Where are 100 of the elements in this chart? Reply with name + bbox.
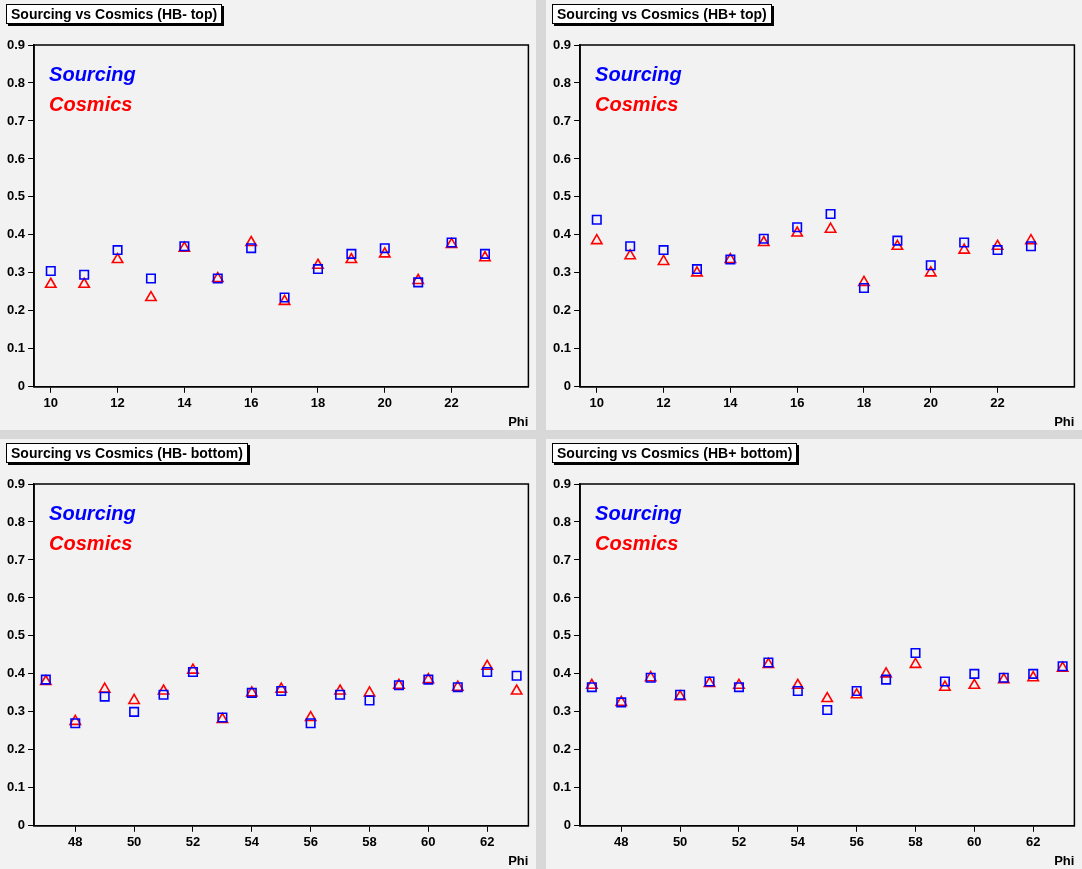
x-tick-label: 14 — [723, 395, 739, 411]
x-tick-label: 48 — [614, 834, 629, 850]
point — [968, 678, 981, 690]
x-axis-title: Phi — [508, 413, 529, 429]
y-tick-label: 0.9 — [6, 36, 26, 52]
x-tick-label: 58 — [908, 834, 923, 850]
y-tick-label: 0.2 — [6, 741, 26, 757]
y-tick-label: 0.5 — [552, 188, 572, 204]
text: Sourcing — [49, 62, 136, 85]
y-tick-label: 0 — [563, 817, 572, 833]
point — [858, 283, 870, 294]
point — [792, 685, 803, 697]
x-tick-label: 54 — [244, 834, 260, 850]
text: Cosmics — [595, 531, 679, 554]
x-tick-label: 50 — [672, 834, 688, 850]
point — [378, 247, 391, 258]
point — [79, 269, 90, 280]
point — [909, 657, 922, 669]
x-tick-label: 62 — [1025, 834, 1041, 850]
point — [624, 248, 637, 260]
point — [44, 277, 57, 289]
point — [891, 239, 904, 251]
point — [334, 684, 347, 695]
y-tick-label: 0.6 — [552, 589, 572, 605]
point — [791, 678, 804, 690]
x-tick-label: 52 — [185, 834, 201, 850]
y-tick-label: 0 — [563, 378, 572, 394]
x-tick-label: 14 — [177, 395, 193, 411]
y-tick-label: 0.3 — [552, 703, 572, 719]
y-tick-label: 0.2 — [552, 741, 572, 757]
y-tick-label: 0.5 — [552, 627, 572, 643]
point — [129, 706, 140, 717]
text: Cosmics — [49, 92, 133, 115]
y-tick-label: 0.1 — [552, 779, 572, 795]
chart-title: Sourcing vs Cosmics (HB+ bottom) — [552, 443, 798, 463]
point — [586, 682, 597, 693]
point — [45, 265, 56, 277]
point — [1025, 241, 1037, 252]
point — [144, 290, 157, 302]
x-tick-label: 18 — [856, 395, 872, 411]
y-tick-label: 0.7 — [6, 551, 26, 567]
point — [625, 241, 636, 252]
y-tick-label: 0.8 — [6, 513, 26, 529]
point — [958, 243, 971, 254]
y-tick-label: 0.5 — [6, 188, 26, 204]
point — [312, 264, 324, 275]
y-tick-label: 0.2 — [552, 302, 572, 318]
point — [70, 718, 81, 729]
point — [657, 254, 670, 266]
point — [346, 248, 357, 259]
point — [305, 718, 316, 729]
x-tick-label: 10 — [43, 395, 59, 411]
point — [591, 214, 602, 225]
point — [145, 273, 157, 284]
point — [892, 235, 903, 246]
point — [379, 243, 390, 254]
point — [925, 260, 936, 271]
point — [335, 689, 346, 700]
y-tick-label: 0.3 — [6, 703, 26, 719]
point — [733, 682, 745, 693]
point — [311, 258, 324, 270]
y-tick-label: 0.8 — [552, 74, 572, 90]
x-tick-label: 52 — [731, 834, 747, 850]
x-tick-label: 16 — [789, 395, 805, 411]
y-tick-label: 0.9 — [552, 475, 572, 491]
point — [881, 674, 892, 685]
point — [825, 208, 836, 220]
x-tick-label: 60 — [421, 834, 436, 850]
y-tick-label: 0 — [17, 817, 26, 833]
point — [924, 266, 937, 277]
point — [98, 682, 111, 693]
y-tick-label: 0.5 — [6, 627, 26, 643]
point — [590, 233, 603, 245]
y-tick-label: 0.8 — [6, 74, 26, 90]
y-tick-label: 0.6 — [552, 150, 572, 166]
y-tick-label: 0.9 — [552, 36, 572, 52]
point — [939, 676, 950, 687]
point — [187, 666, 199, 678]
x-tick-label: 48 — [68, 834, 83, 850]
y-tick-label: 0.4 — [552, 665, 572, 681]
point — [186, 663, 199, 674]
x-tick-label: 50 — [126, 834, 142, 850]
point — [157, 684, 170, 695]
point — [938, 680, 951, 691]
point — [345, 252, 358, 264]
x-tick-label: 22 — [444, 395, 459, 411]
y-tick-label: 0.8 — [552, 513, 572, 529]
text: Cosmics — [595, 92, 679, 115]
point — [585, 678, 598, 690]
point — [158, 689, 169, 700]
point — [69, 714, 82, 726]
x-tick-label: 10 — [589, 395, 605, 411]
point — [363, 686, 376, 697]
x-tick-label: 62 — [479, 834, 495, 850]
text: Sourcing — [49, 501, 136, 524]
point — [910, 647, 921, 659]
x-tick-label: 60 — [967, 834, 982, 850]
y-tick-label: 0.7 — [6, 112, 26, 128]
point — [1024, 233, 1037, 245]
point — [99, 691, 110, 702]
